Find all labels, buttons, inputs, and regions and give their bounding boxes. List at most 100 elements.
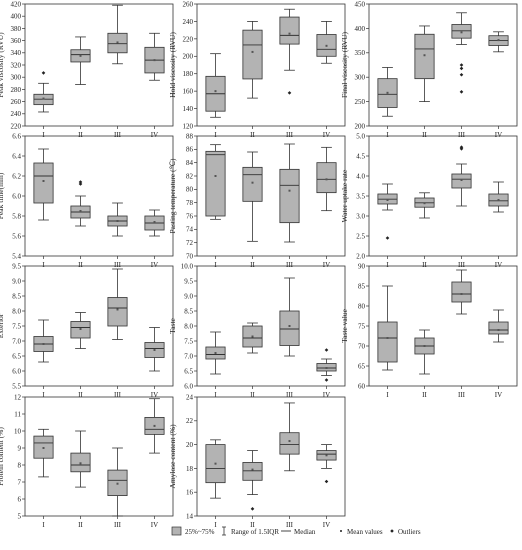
x-tick-label: II: [422, 261, 427, 269]
y-tick-label: 250: [355, 98, 366, 106]
x-tick-label: III: [114, 521, 122, 529]
outlier-point: [287, 91, 292, 95]
mean-marker: [497, 329, 500, 331]
y-tick-label: 8: [18, 461, 22, 469]
y-tick-label: 90: [358, 262, 366, 270]
y-tick-label: 18: [186, 465, 194, 473]
y-tick-label: 10: [14, 427, 22, 435]
mean-marker: [42, 97, 45, 100]
box-II: [242, 21, 263, 99]
y-axis-label: Exterior: [0, 313, 5, 338]
x-tick-label: I: [214, 521, 217, 529]
y-tick-label: 300: [11, 74, 22, 82]
y-tick-label: 72: [186, 239, 194, 247]
y-tick-label: 9.5: [184, 277, 193, 285]
y-tick-label: 8.5: [184, 307, 193, 315]
y-tick-label: 88: [186, 132, 194, 140]
y-tick-label: 6: [18, 495, 22, 503]
box-I: [205, 53, 226, 118]
box-II: [70, 36, 91, 85]
legend-outliers-label: Outliers: [398, 528, 421, 536]
outlier-point: [459, 72, 464, 77]
y-tick-label: 20: [186, 441, 194, 449]
y-tick-label: 200: [355, 122, 366, 130]
legend: 25%~75% Range of 1.5IQR Median Mean values O…: [171, 526, 421, 536]
mean-marker: [79, 210, 82, 212]
y-axis-label: Peak viscosity (RVU): [0, 32, 5, 98]
outlier-point: [78, 180, 83, 184]
y-tick-label: 9: [18, 444, 22, 452]
y-tick-label: 65: [358, 362, 366, 370]
box-I: [377, 67, 398, 117]
y-tick-label: 16: [186, 489, 194, 497]
y-tick-label: 220: [11, 122, 22, 130]
box-IV: [144, 209, 165, 237]
outlier-point: [324, 348, 329, 352]
panel-5: 70 72 74 76 78 80 82 84 86 88 Pasting temperature …: [168, 132, 346, 269]
x-tick-label: I: [42, 391, 45, 399]
x-tick-label: I: [386, 391, 389, 399]
outlier-point: [41, 71, 46, 75]
mean-marker: [497, 199, 500, 201]
y-axis-label: Taste: [168, 317, 177, 333]
y-tick-label: 8.0: [184, 322, 193, 330]
mean-marker: [325, 44, 328, 47]
mean-marker: [288, 189, 291, 192]
y-tick-label: 11: [14, 410, 21, 418]
x-tick-label: II: [422, 391, 427, 399]
y-tick-label: 5.0: [356, 132, 365, 140]
box-IV: [316, 21, 337, 64]
box-II: [242, 322, 263, 354]
y-tick-label: 80: [186, 186, 194, 194]
iqr-box: [488, 321, 509, 335]
outlier-point: [324, 479, 329, 484]
x-tick-label: I: [42, 131, 45, 139]
mean-marker: [79, 54, 82, 57]
box-III: [279, 402, 300, 472]
box-IV: [488, 309, 509, 343]
y-tick-label: 9.0: [184, 292, 193, 300]
y-tick-label: 320: [11, 61, 22, 69]
box-III: [107, 268, 128, 340]
x-tick-label: III: [458, 391, 466, 399]
y-tick-label: 24: [186, 393, 194, 401]
y-tick-label: 6.0: [184, 382, 193, 390]
y-axis-label: Taste value: [340, 308, 349, 343]
y-tick-label: 76: [186, 212, 194, 220]
y-tick-label: 260: [11, 98, 22, 106]
x-tick-label: III: [114, 131, 122, 139]
mean-marker: [42, 180, 45, 182]
plot-frame: [196, 396, 346, 517]
box-I: [205, 439, 226, 499]
mean-marker: [214, 352, 217, 354]
mean-marker: [288, 32, 291, 35]
mean-marker: [288, 325, 291, 327]
y-tick-label: 2.5: [356, 232, 365, 240]
box-IV: [316, 146, 337, 212]
mean-marker: [79, 462, 82, 465]
y-tick-label: 82: [186, 172, 194, 180]
y-tick-label: 360: [11, 37, 22, 45]
iqr-box: [279, 16, 300, 45]
y-tick-label: 5.5: [12, 382, 21, 390]
legend-box-swatch: [171, 526, 182, 536]
box-I: [377, 183, 398, 240]
iqr-box: [414, 33, 435, 80]
x-tick-label: I: [214, 131, 217, 139]
x-tick-label: II: [78, 261, 83, 269]
iqr-box: [242, 166, 263, 202]
x-tick-label: IV: [495, 261, 502, 269]
box-II: [242, 450, 263, 511]
mean-marker: [153, 424, 156, 427]
box-III: [107, 4, 128, 65]
y-tick-label: 5.4: [12, 252, 21, 260]
mean-marker: [251, 181, 254, 184]
y-tick-label: 22: [186, 417, 194, 425]
iqr-box: [279, 432, 300, 455]
y-tick-label: 3.5: [356, 192, 365, 200]
box-II: [70, 312, 91, 349]
x-tick-label: IV: [323, 521, 330, 529]
